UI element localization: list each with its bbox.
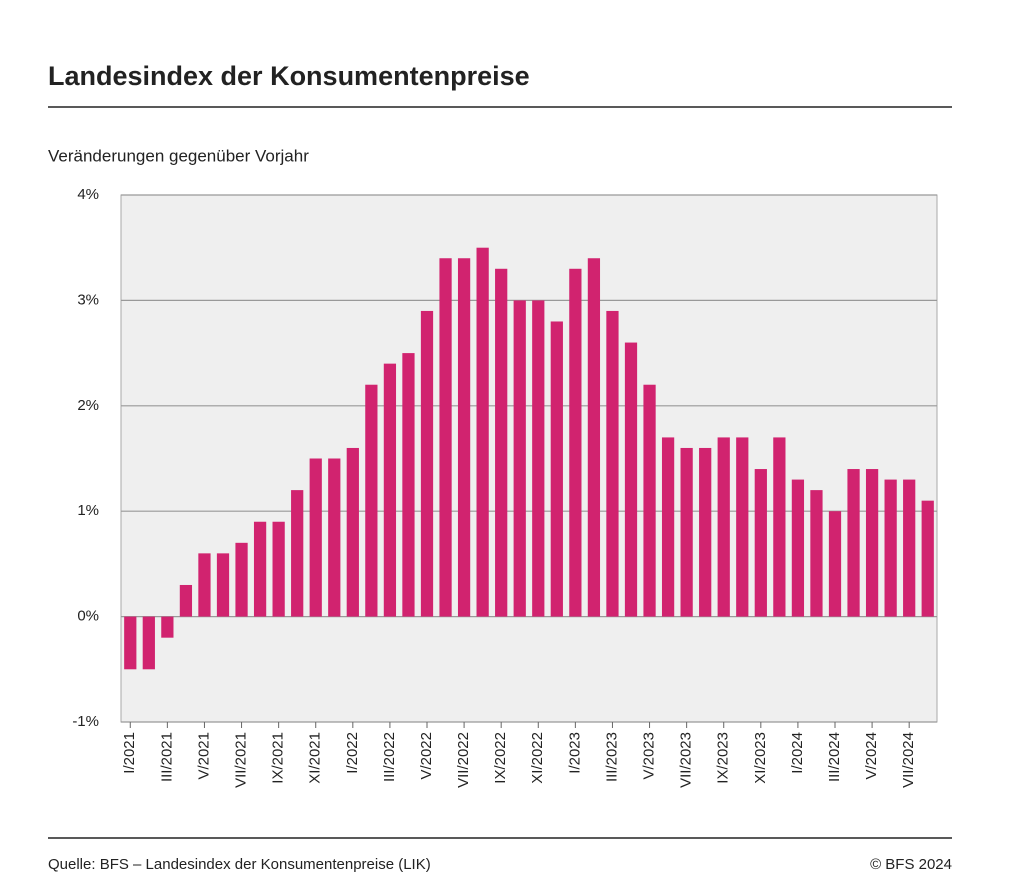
- x-tick-label: V/2023: [641, 732, 658, 780]
- bar: [309, 458, 322, 617]
- bar: [513, 300, 526, 617]
- x-tick-label: VII/2021: [233, 732, 250, 788]
- x-tick-label: XI/2022: [529, 732, 546, 784]
- bar: [773, 437, 786, 617]
- bar: [865, 469, 879, 617]
- bar: [903, 479, 916, 617]
- bar: [291, 490, 304, 617]
- x-tick-label: III/2023: [603, 732, 620, 782]
- x-tick-label: IX/2021: [270, 732, 287, 784]
- bar: [699, 447, 712, 617]
- x-tick-label: VII/2023: [678, 732, 695, 788]
- bar: [457, 258, 471, 617]
- bar: [550, 321, 563, 617]
- bar: [365, 384, 378, 617]
- x-tick-label: III/2021: [158, 732, 175, 782]
- bar: [198, 553, 211, 617]
- subtitle: Veränderungen gegenüber Vorjahr: [48, 146, 309, 165]
- x-tick-label: XI/2021: [307, 732, 324, 784]
- y-tick-label: 4%: [77, 186, 99, 203]
- bar: [532, 300, 545, 617]
- bar: [235, 542, 248, 617]
- bar: [680, 447, 693, 617]
- bar: [402, 353, 415, 617]
- x-tick-label: I/2024: [789, 732, 806, 774]
- x-tick-label: IX/2023: [715, 732, 732, 784]
- bar: [124, 616, 137, 670]
- x-tick-label: V/2021: [195, 732, 212, 780]
- bar: [439, 258, 452, 617]
- bar: [643, 384, 656, 617]
- x-tick-label: I/2023: [566, 732, 583, 774]
- bar: [884, 479, 897, 617]
- credit: © BFS 2024: [870, 856, 952, 873]
- y-tick-label: 1%: [77, 502, 99, 519]
- bar: [161, 616, 174, 638]
- bar: [587, 258, 601, 617]
- bar: [736, 437, 749, 617]
- bar: [791, 479, 805, 617]
- bar: [717, 437, 730, 617]
- x-tick-label: I/2022: [344, 732, 361, 774]
- bar: [216, 553, 230, 617]
- bar: [476, 247, 489, 617]
- bar: [569, 268, 582, 617]
- bar: [847, 469, 860, 617]
- x-tick-label: VII/2022: [455, 732, 472, 788]
- bar: [142, 616, 155, 670]
- bar: [495, 268, 508, 617]
- bar: [624, 342, 638, 617]
- bar: [754, 469, 767, 617]
- source: Quelle: BFS – Landesindex der Konsumente…: [48, 856, 431, 873]
- bar: [828, 511, 842, 617]
- bar: [253, 521, 267, 617]
- y-tick-label: 2%: [77, 397, 99, 414]
- y-tick-label: 3%: [77, 291, 99, 308]
- bar: [921, 500, 934, 617]
- bar: [272, 521, 285, 617]
- bar: [661, 437, 675, 617]
- x-tick-label: I/2021: [121, 732, 138, 774]
- bar: [383, 363, 397, 617]
- plot-area: [120, 194, 938, 723]
- y-tick-label: -1%: [72, 713, 99, 730]
- x-tick-label: VII/2024: [900, 732, 917, 788]
- bar: [420, 310, 434, 617]
- x-tick-label: V/2024: [863, 732, 880, 780]
- x-tick-label: XI/2023: [752, 732, 769, 784]
- x-tick-label: III/2024: [826, 732, 843, 782]
- chart-title: Landesindex der Konsumentenpreise: [48, 61, 530, 91]
- bar: [328, 458, 341, 617]
- bar: [810, 490, 823, 617]
- y-tick-label: 0%: [77, 608, 99, 625]
- bar: [179, 584, 193, 617]
- x-tick-label: IX/2022: [492, 732, 509, 784]
- bar: [346, 447, 359, 617]
- x-tick-label: V/2022: [418, 732, 435, 780]
- x-tick-label: III/2022: [381, 732, 398, 782]
- bar: [606, 310, 619, 617]
